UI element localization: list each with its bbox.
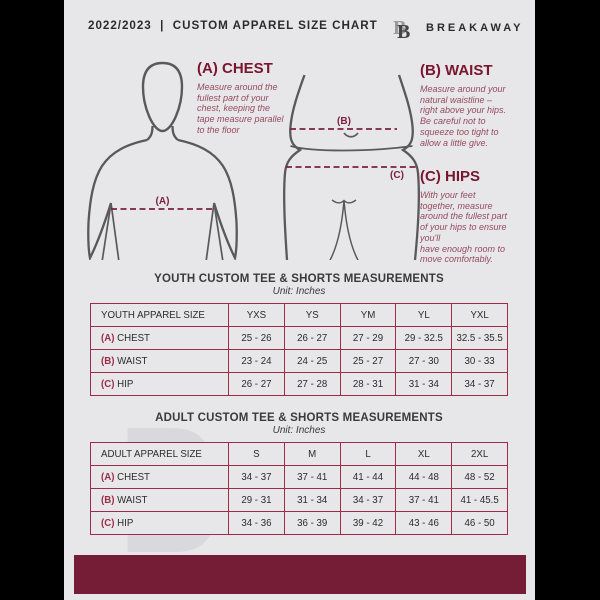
svg-text:(C): (C) — [390, 170, 404, 181]
svg-text:(B): (B) — [337, 116, 351, 127]
